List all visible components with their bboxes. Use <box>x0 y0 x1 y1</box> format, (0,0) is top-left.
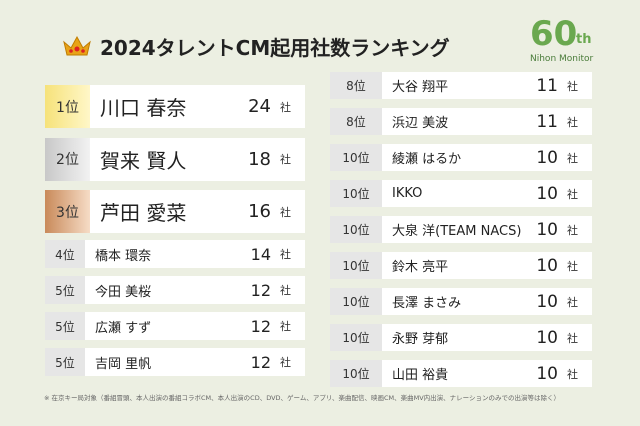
rank: 10位 <box>330 324 382 351</box>
ranking-row: 10位 IKKO 10 社 <box>330 180 592 207</box>
logo: 60 th Nihon Monitor <box>528 14 608 66</box>
ranking-row: 5位 吉岡 里帆 12 社 <box>45 348 305 376</box>
count: 10 <box>536 327 558 348</box>
ranking-row: 1位 川口 春奈 24 社 <box>45 85 305 128</box>
ranking-row: 4位 橋本 環奈 14 社 <box>45 240 305 268</box>
unit: 社 <box>567 79 578 93</box>
count: 10 <box>536 147 558 168</box>
name: 賀来 賢人 <box>100 148 187 173</box>
unit: 社 <box>567 259 578 273</box>
ranking-row: 8位 浜辺 美波 11 社 <box>330 108 592 135</box>
unit: 社 <box>280 205 291 219</box>
ranking-row: 10位 永野 芽郁 10 社 <box>330 324 592 351</box>
rank: 10位 <box>330 180 382 207</box>
count: 18 <box>248 148 271 170</box>
name: 川口 春奈 <box>100 96 187 120</box>
rank: 1位 <box>45 85 90 128</box>
footnote: ※ 在京キー局対象（番組冒頭、本人出演の番組コラボCM、本人出演のCD、DVD、… <box>44 394 561 402</box>
name: 大泉 洋(TEAM NACS) <box>392 224 522 239</box>
unit: 社 <box>567 223 578 237</box>
ranking-row: 10位 長澤 まさみ 10 社 <box>330 288 592 315</box>
count: 12 <box>250 352 271 372</box>
unit: 社 <box>567 151 578 165</box>
logo-number: 60 <box>530 14 578 54</box>
unit: 社 <box>567 331 578 345</box>
title: 2024タレントCM起用社数ランキング <box>100 36 450 60</box>
count: 11 <box>536 111 558 132</box>
rank: 4位 <box>45 240 85 268</box>
unit: 社 <box>280 356 291 369</box>
ranking-row: 10位 鈴木 亮平 10 社 <box>330 252 592 279</box>
name: IKKO <box>392 186 423 201</box>
rank: 10位 <box>330 144 382 171</box>
unit: 社 <box>567 187 578 201</box>
unit: 社 <box>280 248 291 261</box>
name: 綾瀬 はるか <box>392 152 462 167</box>
rank: 5位 <box>45 348 85 376</box>
count: 12 <box>250 280 271 300</box>
unit: 社 <box>280 320 291 333</box>
unit: 社 <box>280 153 291 166</box>
name: 鈴木 亮平 <box>392 260 449 275</box>
count: 24 <box>248 96 271 117</box>
rank: 2位 <box>45 137 90 181</box>
name: 今田 美桜 <box>95 284 152 300</box>
ranking-row: 5位 広瀬 すず 12 社 <box>45 312 305 340</box>
count: 10 <box>536 219 558 240</box>
rank: 5位 <box>45 312 85 340</box>
crown-icon <box>63 35 91 56</box>
rank: 10位 <box>330 360 382 387</box>
count: 14 <box>250 244 271 264</box>
name: 芦田 愛菜 <box>100 201 187 225</box>
ranking-row: 5位 今田 美桜 12 社 <box>45 276 305 304</box>
name: 長澤 まさみ <box>392 296 462 311</box>
rank: 8位 <box>330 108 382 135</box>
name: 広瀬 すず <box>95 320 152 336</box>
unit: 社 <box>280 284 291 297</box>
unit: 社 <box>567 295 578 309</box>
count: 10 <box>536 363 558 384</box>
logo-name: Nihon Monitor <box>530 54 594 64</box>
name: 吉岡 里帆 <box>95 356 152 372</box>
ranking-row: 10位 綾瀬 はるか 10 社 <box>330 144 592 171</box>
count: 12 <box>250 316 271 336</box>
ranking-row: 10位 山田 裕貴 10 社 <box>330 360 592 387</box>
unit: 社 <box>567 367 578 381</box>
name: 山田 裕貴 <box>392 368 449 383</box>
ranking-row: 3位 芦田 愛菜 16 社 <box>45 190 305 233</box>
name: 大谷 翔平 <box>392 80 449 95</box>
name: 永野 芽郁 <box>392 332 449 347</box>
rank: 10位 <box>330 288 382 315</box>
count: 10 <box>536 291 558 312</box>
name: 浜辺 美波 <box>392 116 449 131</box>
rank: 8位 <box>330 72 382 99</box>
count: 10 <box>536 255 558 276</box>
unit: 社 <box>567 115 578 129</box>
rank: 10位 <box>330 252 382 279</box>
ranking-row: 8位 大谷 翔平 11 社 <box>330 72 592 99</box>
rank: 5位 <box>45 276 85 304</box>
count: 11 <box>536 75 558 96</box>
rank: 3位 <box>45 190 90 233</box>
ranking-row: 2位 賀来 賢人 18 社 <box>45 137 305 181</box>
logo-suffix: th <box>576 32 592 47</box>
ranking-row: 10位 大泉 洋(TEAM NACS) 10 社 <box>330 216 592 243</box>
count: 16 <box>248 201 271 222</box>
count: 10 <box>536 183 558 204</box>
rank: 10位 <box>330 216 382 243</box>
unit: 社 <box>280 100 291 114</box>
name: 橋本 環奈 <box>95 248 152 264</box>
